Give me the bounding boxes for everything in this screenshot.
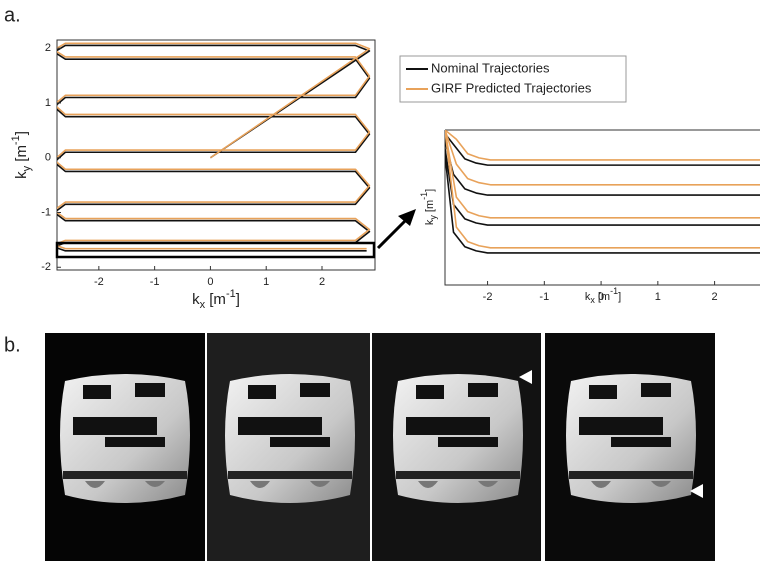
phantom: [60, 374, 190, 503]
x-axis-label: kx [m-1]: [585, 286, 621, 305]
x-tick-label: -1: [150, 276, 160, 288]
plot-area: [57, 42, 371, 252]
label-part: k: [13, 171, 30, 179]
legend-box: [399, 55, 627, 103]
label-part: [m: [205, 291, 226, 308]
label-part: k: [424, 219, 436, 225]
chart-main: kx [m-1] ky [m-1]: [10, 39, 376, 311]
trajectory-line: [57, 44, 371, 252]
label-part: y: [21, 165, 33, 171]
trajectory-line: [57, 42, 371, 250]
phantom: [566, 374, 696, 503]
label-part: k: [585, 291, 591, 303]
label-part: -1: [419, 192, 429, 200]
legend: Nominal Trajectories GIRF Predicted Traj…: [399, 55, 627, 103]
label-part: [m: [424, 200, 436, 215]
label-part: y: [428, 215, 438, 220]
arrowhead: [519, 370, 532, 384]
legend-label: GIRF Predicted Trajectories: [431, 80, 592, 95]
x-tick-label: 2: [319, 276, 325, 288]
x-tick-label: 1: [263, 276, 269, 288]
y-tick-label: 2: [45, 42, 51, 54]
y-axis-label: ky [m-1]: [419, 189, 438, 225]
zoom-box: [55, 241, 376, 259]
x-tick-label: -2: [483, 291, 493, 303]
x-tick-label: 1: [655, 291, 661, 303]
x-axis-label: kx [m-1]: [192, 288, 240, 311]
x-tick-label: -1: [539, 291, 549, 303]
y-tick-label: 1: [45, 97, 51, 109]
label-part: ]: [618, 291, 621, 303]
y-axis-label: ky [m-1]: [10, 131, 33, 179]
label-part: x: [200, 299, 206, 311]
panel-label: b.: [4, 334, 21, 356]
trajectory-line: [445, 130, 760, 249]
y-tick-label: -1: [41, 206, 51, 218]
x-tick-label: -2: [94, 276, 104, 288]
axes-frame: [56, 39, 376, 271]
phantom: [393, 374, 523, 503]
x-tick-label: 0: [598, 291, 604, 303]
label-part: x: [590, 295, 595, 305]
x-tick-label: 0: [207, 276, 213, 288]
mri-images: [45, 333, 715, 561]
axes-frame: [444, 130, 760, 286]
label-part: [m: [595, 291, 610, 303]
label-part: [m: [13, 145, 30, 166]
zoom-arrow: [376, 209, 416, 250]
x-tick-label: 2: [712, 291, 718, 303]
phantom: [225, 374, 355, 503]
label-part: ]: [424, 189, 436, 192]
label-part: -1: [226, 288, 236, 300]
chart-zoom: kx [m-1] ky [m-1]: [419, 129, 760, 305]
legend-label: Nominal Trajectories: [431, 60, 550, 75]
label-part: k: [192, 291, 200, 308]
panel-label: a.: [4, 4, 21, 26]
y-tick-label: -2: [41, 261, 51, 273]
label-part: ]: [13, 131, 30, 135]
label-part: -1: [10, 135, 22, 145]
label-part: ]: [236, 291, 240, 308]
trajectory-line: [445, 132, 760, 254]
plot-area: [445, 130, 760, 254]
y-tick-label: 0: [45, 152, 51, 164]
label-part: -1: [610, 286, 618, 296]
arrowhead: [690, 484, 703, 498]
